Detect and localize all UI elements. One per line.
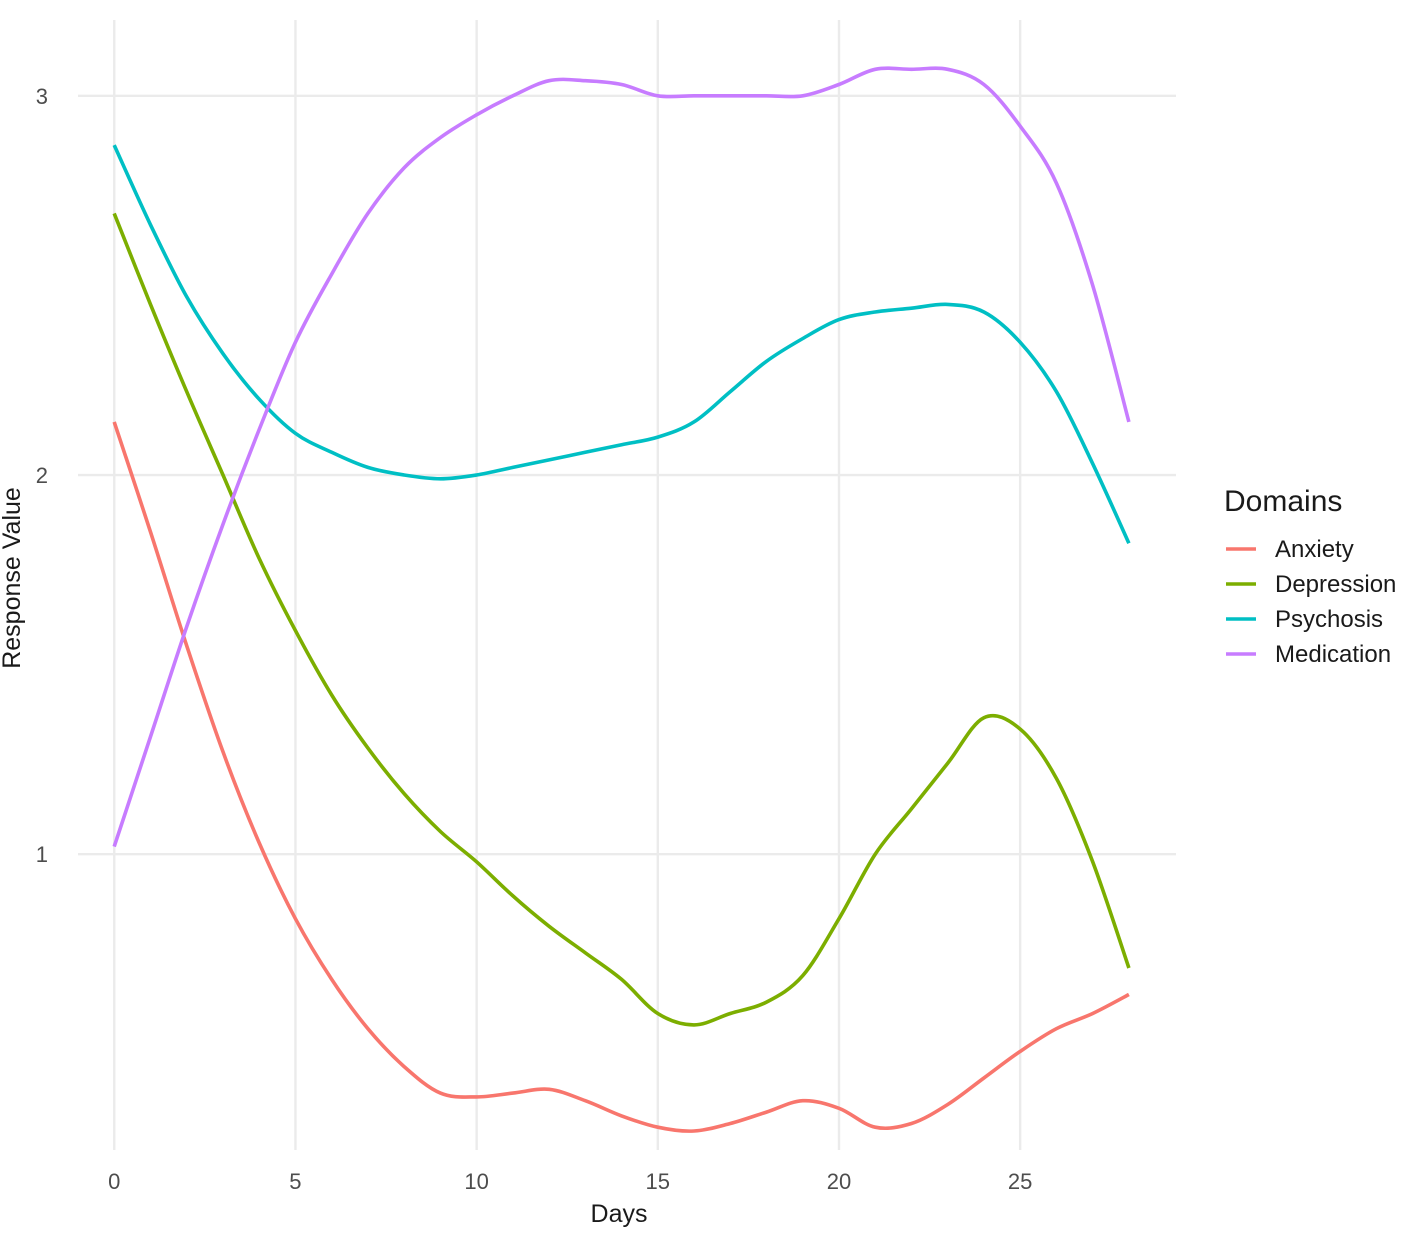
y-axis-ticks: 1 2 3 bbox=[36, 84, 48, 867]
series-line-depression bbox=[112, 212, 1131, 1027]
legend-title: Domains bbox=[1224, 485, 1342, 518]
x-tick-label: 15 bbox=[646, 1169, 670, 1194]
legend-items: Anxiety Depression Psychosis Medication bbox=[1226, 536, 1396, 668]
x-tick-label: 25 bbox=[1008, 1169, 1032, 1194]
y-tick-label: 2 bbox=[36, 463, 48, 488]
series-line-psychosis bbox=[112, 144, 1131, 545]
legend-item-medication: Medication bbox=[1226, 641, 1391, 668]
y-tick-label: 1 bbox=[36, 842, 48, 867]
y-tick-label: 3 bbox=[36, 84, 48, 109]
legend-item-psychosis: Psychosis bbox=[1226, 606, 1383, 633]
legend: Domains Anxiety Depression Psychosis Medica… bbox=[1224, 485, 1396, 668]
y-axis-title: Response Value bbox=[0, 487, 26, 669]
series-lines bbox=[112, 66, 1131, 1133]
legend-label-anxiety: Anxiety bbox=[1275, 536, 1354, 563]
x-axis-title: Days bbox=[591, 1200, 648, 1228]
legend-label-depression: Depression bbox=[1275, 571, 1396, 598]
x-tick-label: 0 bbox=[108, 1169, 120, 1194]
grid bbox=[78, 20, 1176, 1150]
x-tick-label: 5 bbox=[289, 1169, 301, 1194]
x-tick-label: 20 bbox=[827, 1169, 851, 1194]
legend-label-psychosis: Psychosis bbox=[1275, 606, 1383, 633]
x-tick-label: 10 bbox=[464, 1169, 488, 1194]
legend-item-anxiety: Anxiety bbox=[1226, 536, 1354, 563]
x-axis-ticks: 0 5 10 15 20 25 bbox=[108, 1169, 1032, 1194]
legend-label-medication: Medication bbox=[1275, 641, 1391, 668]
series-line-medication bbox=[112, 66, 1131, 848]
series-line-anxiety bbox=[112, 421, 1130, 1133]
legend-item-depression: Depression bbox=[1226, 571, 1396, 598]
